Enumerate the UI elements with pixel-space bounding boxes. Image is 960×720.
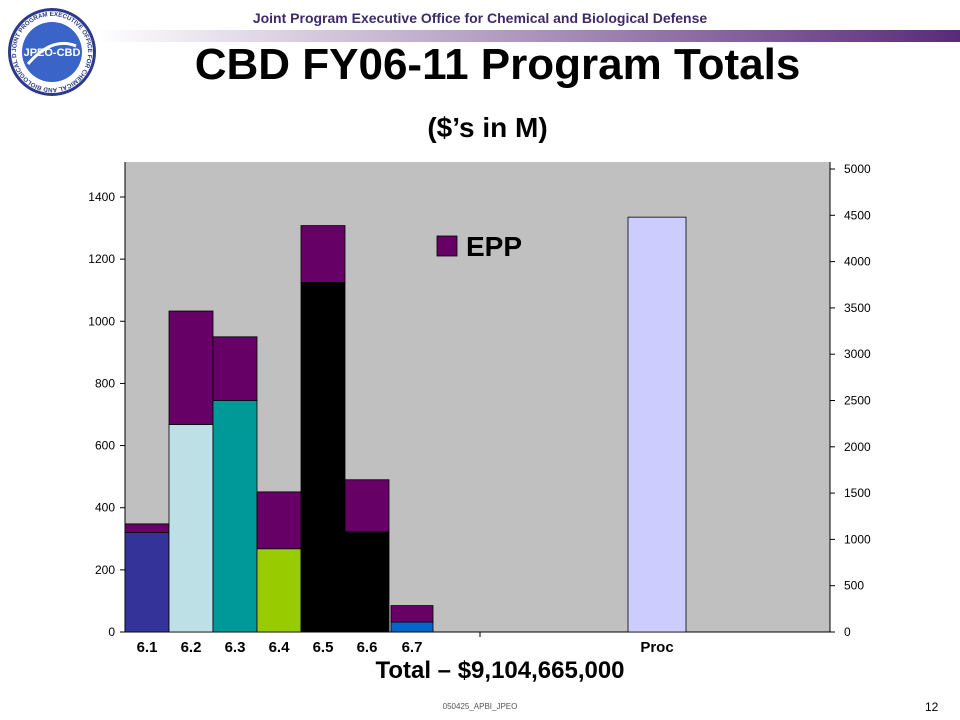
program-total: Total – $9,104,665,000	[375, 657, 625, 684]
org-name: Joint Program Executive Office for Chemi…	[252, 10, 708, 26]
right-axis-tick-label: 0	[844, 625, 851, 639]
left-axis-tick-label: 400	[95, 501, 115, 515]
logo-text: JPEO-CBD	[24, 47, 81, 59]
bar-6.2-epp	[168, 310, 214, 425]
left-axis-tick-label: 0	[108, 625, 115, 639]
bar-6.4-base	[256, 548, 302, 633]
bar-6.6-epp	[344, 479, 390, 533]
bar-6.6-base	[344, 531, 390, 633]
x-tick-label-6.1: 6.1	[137, 639, 158, 656]
x-tick-label-6.4: 6.4	[269, 639, 291, 656]
x-tick-label-6.7: 6.7	[402, 639, 423, 656]
slide-title: CBD FY06-11 Program Totals	[194, 40, 801, 89]
page-number: 12	[925, 700, 939, 714]
right-axis-tick-label: 1000	[844, 532, 871, 546]
right-axis-tick-label: 1500	[844, 486, 871, 500]
bar-6.5-epp	[300, 225, 346, 283]
x-tick-label-proc: Proc	[640, 639, 673, 656]
left-axis-tick-label: 1400	[88, 190, 115, 204]
header-rule	[95, 30, 960, 42]
x-tick-label-6.2: 6.2	[181, 639, 202, 656]
bar-6.7-base	[390, 621, 434, 633]
left-axis-tick-label: 1000	[88, 314, 115, 328]
bar-6.1-epp	[124, 523, 170, 533]
right-axis-tick-label: 2000	[844, 440, 871, 454]
x-tick-label-6.6: 6.6	[357, 639, 378, 656]
left-axis-tick-label: 1200	[88, 252, 115, 266]
x-tick-label-6.5: 6.5	[313, 639, 334, 656]
right-axis-tick-label: 4000	[844, 255, 871, 269]
bar-6.3-epp	[212, 336, 258, 401]
bar-6.3-base	[212, 400, 258, 633]
legend-label-epp: EPP	[466, 231, 522, 262]
program-totals-chart: 0 200 400 600 800 1000 1200 1400 0 500 1000 1500 200…	[88, 162, 871, 656]
footer-code: 050425_APBI_JPEO	[442, 702, 518, 711]
slide-subtitle: ($’s in M)	[427, 112, 548, 143]
bar-6.1-base	[124, 532, 170, 633]
bar-proc	[627, 216, 687, 633]
bar-6.4-epp	[256, 491, 302, 550]
bar-6.7-epp	[390, 605, 434, 623]
right-axis-tick-label: 5000	[844, 162, 871, 176]
left-axis-tick-label: 800	[95, 376, 115, 390]
right-axis-tick-label: 4500	[844, 208, 871, 222]
left-axis-tick-label: 200	[95, 563, 115, 577]
jpeo-cbd-logo: JOINT PROGRAM EXECUTIVE OFFICE FOR CHEMI…	[6, 6, 96, 96]
bar-6.5-base	[300, 282, 346, 633]
right-axis-tick-label: 3000	[844, 347, 871, 361]
right-axis-tick-label: 500	[844, 579, 864, 593]
legend-swatch-epp	[436, 235, 458, 257]
x-tick-label-6.3: 6.3	[225, 639, 246, 656]
right-axis-tick-label: 3500	[844, 301, 871, 315]
bar-6.2-base	[168, 424, 214, 633]
right-axis-tick-label: 2500	[844, 394, 871, 408]
left-axis-tick-label: 600	[95, 439, 115, 453]
